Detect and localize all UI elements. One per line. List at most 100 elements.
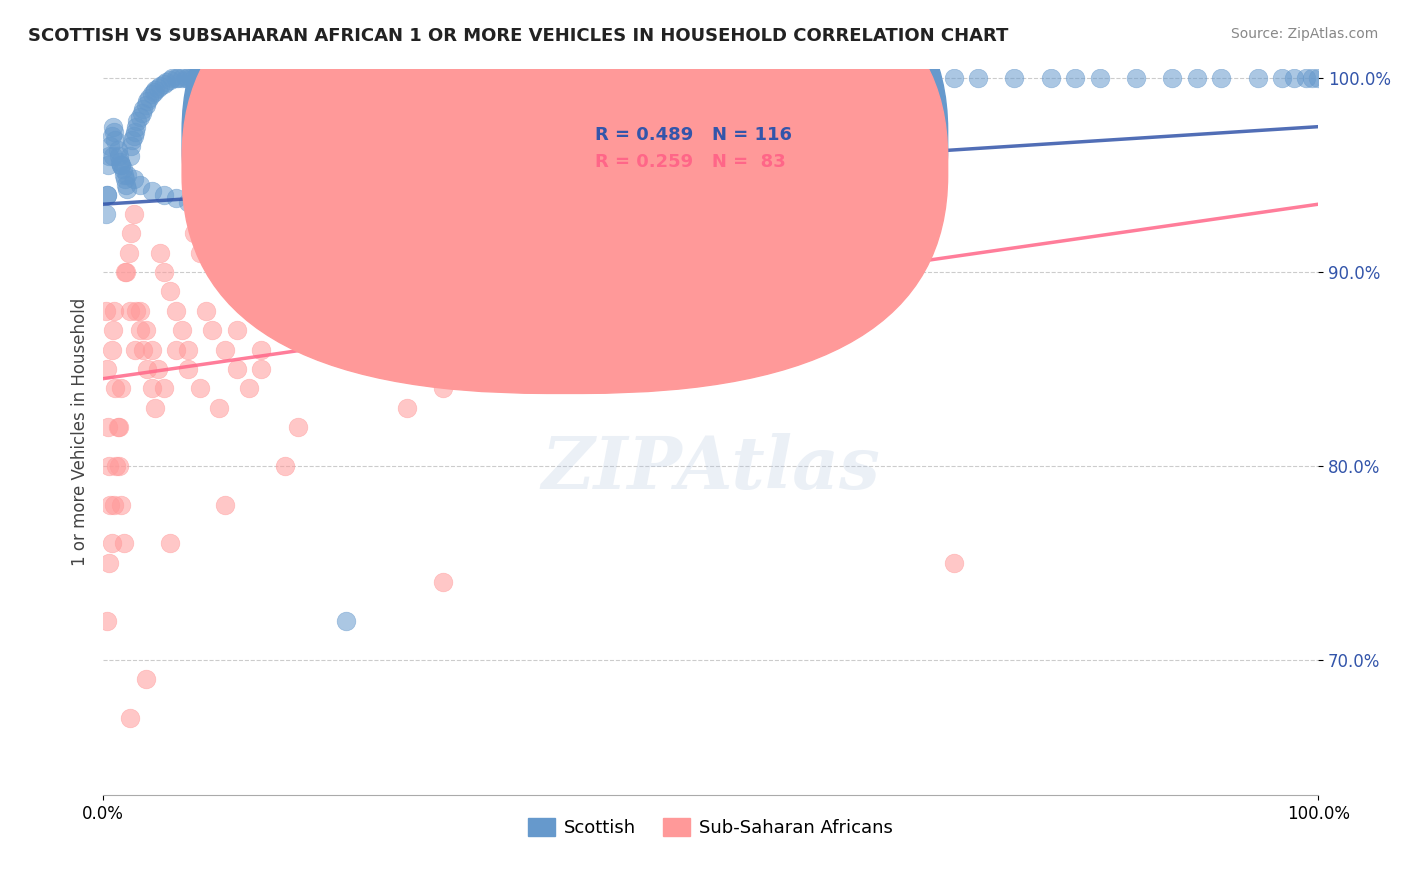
Point <box>699 323 721 337</box>
Legend: Scottish, Sub-Saharan Africans: Scottish, Sub-Saharan Africans <box>520 811 901 845</box>
Point <box>128 323 150 337</box>
Point <box>274 458 297 473</box>
Point <box>115 178 138 192</box>
Point <box>225 323 247 337</box>
Point <box>335 303 357 318</box>
Point <box>761 71 783 86</box>
Point <box>149 245 172 260</box>
Point <box>165 303 187 318</box>
Point <box>180 71 202 86</box>
Point <box>311 71 333 86</box>
Point <box>821 71 844 86</box>
Point <box>98 458 121 473</box>
Point <box>195 71 218 86</box>
Point <box>183 227 205 241</box>
Point <box>432 381 454 395</box>
Point <box>1161 71 1184 86</box>
Point <box>108 149 131 163</box>
Point <box>118 303 141 318</box>
Point <box>122 172 145 186</box>
Point <box>135 95 157 109</box>
Point <box>125 303 148 318</box>
Point <box>122 129 145 144</box>
Point <box>100 343 122 357</box>
Point <box>262 71 284 86</box>
FancyBboxPatch shape <box>183 0 948 393</box>
Point <box>117 245 139 260</box>
Point <box>108 420 131 434</box>
Point <box>159 536 181 550</box>
Point <box>141 184 163 198</box>
Point <box>111 162 134 177</box>
Point <box>117 182 139 196</box>
Point <box>238 71 260 86</box>
Point <box>96 187 118 202</box>
Point <box>104 381 127 395</box>
Point <box>141 381 163 395</box>
Point <box>1185 71 1208 86</box>
Point <box>967 71 990 86</box>
Point <box>177 343 200 357</box>
Point <box>177 362 200 376</box>
Point <box>287 420 309 434</box>
Point <box>110 158 132 172</box>
Point <box>638 71 661 86</box>
Point <box>1039 71 1062 86</box>
Point <box>323 323 346 337</box>
Point <box>214 71 236 86</box>
Point <box>172 323 194 337</box>
Point <box>214 207 236 221</box>
Point <box>146 81 169 95</box>
Point <box>1301 71 1323 86</box>
Point <box>188 71 211 86</box>
Point <box>177 71 200 86</box>
Point <box>432 575 454 590</box>
Text: Source: ZipAtlas.com: Source: ZipAtlas.com <box>1230 27 1378 41</box>
Point <box>201 202 224 217</box>
Point <box>274 323 297 337</box>
FancyBboxPatch shape <box>183 0 948 367</box>
Point <box>162 71 184 86</box>
Point <box>395 401 418 415</box>
Point <box>187 71 209 86</box>
Point <box>207 71 229 86</box>
Point <box>232 71 254 86</box>
Point <box>138 90 160 104</box>
Point <box>384 71 406 86</box>
FancyBboxPatch shape <box>540 116 856 181</box>
Point <box>250 343 273 357</box>
Point <box>602 343 624 357</box>
Point <box>108 154 131 169</box>
Point <box>112 168 135 182</box>
Point <box>457 343 479 357</box>
Point <box>120 139 142 153</box>
Point <box>188 381 211 395</box>
Point <box>112 536 135 550</box>
Point <box>335 71 357 86</box>
Point <box>1295 71 1317 86</box>
Text: R = 0.489   N = 116: R = 0.489 N = 116 <box>595 127 792 145</box>
Point <box>135 98 157 112</box>
Point <box>124 126 146 140</box>
Point <box>127 113 149 128</box>
Point <box>517 71 540 86</box>
Point <box>153 77 176 91</box>
Point <box>225 71 247 86</box>
Point <box>128 110 150 124</box>
Point <box>132 343 155 357</box>
Point <box>98 149 121 163</box>
Point <box>554 71 576 86</box>
Point <box>103 303 125 318</box>
Point <box>214 498 236 512</box>
Point <box>193 71 215 86</box>
Point <box>165 343 187 357</box>
Point <box>323 71 346 86</box>
Point <box>98 556 121 570</box>
Point <box>114 172 136 186</box>
Point <box>135 672 157 686</box>
Text: ZIPAtlas: ZIPAtlas <box>541 433 880 504</box>
Text: SCOTTISH VS SUBSAHARAN AFRICAN 1 OR MORE VEHICLES IN HOUSEHOLD CORRELATION CHART: SCOTTISH VS SUBSAHARAN AFRICAN 1 OR MORE… <box>28 27 1008 45</box>
Point <box>177 195 200 210</box>
Point <box>94 207 117 221</box>
Point <box>110 158 132 172</box>
